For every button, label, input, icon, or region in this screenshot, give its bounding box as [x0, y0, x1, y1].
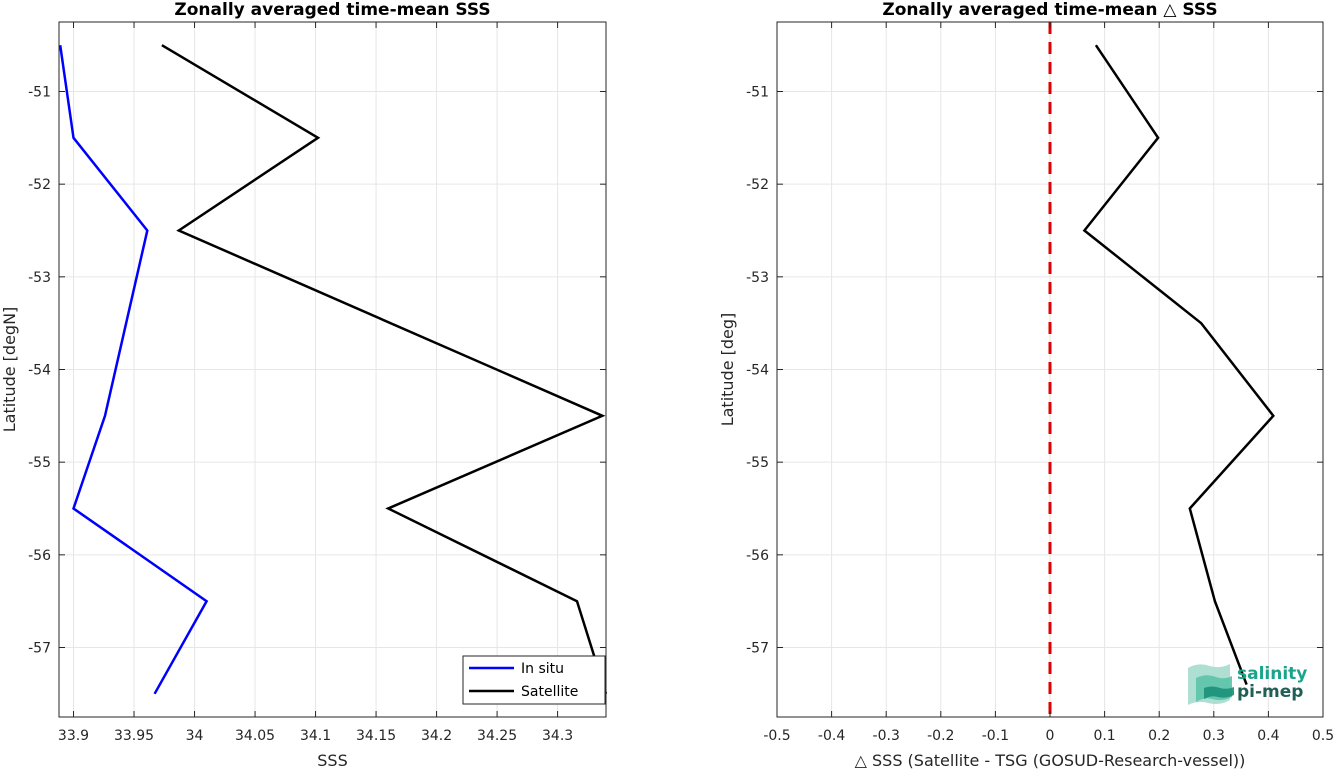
delta-sss-panel: -0.5 -0.4 -0.3 -0.2 -0.1 0 0.1 0.2 0.3 0.4 0.5 -51 -… [718, 0, 1334, 769]
delta-sss-y-axis-label: Latitude [deg] [718, 313, 737, 427]
sss-chart-title: Zonally averaged time-mean SSS [174, 0, 490, 20]
delta-sss-x-tick-label: 0 [1046, 728, 1055, 744]
sss-x-tick-label: 34 [186, 728, 204, 744]
delta-sss-x-tick-label: -0.1 [982, 728, 1009, 744]
legend-box [462, 655, 606, 705]
delta-sss-x-tick-label: 0.2 [1148, 728, 1170, 744]
delta-sss-y-tick-label: -54 [746, 363, 769, 379]
logo-wave-icon [1188, 664, 1234, 705]
logo-text-salinity: salinity [1237, 664, 1307, 684]
sss-y-tick-label: -56 [28, 548, 51, 564]
sss-legend: In situ Satellite [462, 655, 606, 705]
sss-y-tick-label: -51 [28, 85, 51, 101]
delta-sss-y-tick-label: -51 [746, 85, 769, 101]
sss-y-axis-label: Latitude [degN] [0, 307, 19, 433]
sss-x-tick-label: 34.15 [356, 728, 396, 744]
sss-x-tick-label: 33.9 [58, 728, 89, 744]
sss-ticks: 33.9 33.95 34 34.05 34.1 34.15 34.2 34.25 34.3 -5… [28, 22, 606, 744]
delta-sss-chart-title: Zonally averaged time-mean △ SSS [882, 0, 1217, 20]
delta-sss-y-tick-label: -55 [746, 455, 769, 471]
delta-sss-x-tick-label: -0.3 [873, 728, 900, 744]
sss-grid [59, 22, 606, 717]
delta-sss-y-tick-label: -52 [746, 177, 769, 193]
delta-sss-y-tick-label: -57 [746, 641, 769, 657]
delta-sss-x-tick-label: -0.5 [763, 728, 790, 744]
sss-y-tick-label: -53 [28, 270, 51, 286]
sss-series-group [58, 44, 608, 695]
sss-line-satellite [161, 44, 608, 695]
delta-sss-x-tick-label: 0.4 [1257, 728, 1279, 744]
delta-sss-x-tick-label: 0.5 [1312, 728, 1334, 744]
delta-sss-ticks: -0.5 -0.4 -0.3 -0.2 -0.1 0 0.1 0.2 0.3 0.4 0.5 -51 -… [746, 22, 1334, 744]
delta-sss-y-tick-label: -53 [746, 270, 769, 286]
delta-sss-x-tick-label: -0.2 [927, 728, 954, 744]
sss-y-tick-label: -52 [28, 177, 51, 193]
delta-sss-x-tick-label: -0.4 [818, 728, 845, 744]
sss-panel: 33.9 33.95 34 34.05 34.1 34.15 34.2 34.25 34.3 -5… [0, 0, 608, 769]
delta-sss-series-group [1082, 44, 1275, 686]
delta-sss-x-tick-label: 0.3 [1203, 728, 1225, 744]
sss-x-tick-label: 34.25 [477, 728, 517, 744]
salinity-pi-mep-logo: salinity pi-mep [1188, 664, 1307, 705]
legend-label-satellite: Satellite [521, 684, 578, 700]
sss-x-tick-label: 34.05 [235, 728, 275, 744]
delta-sss-x-tick-label: 0.1 [1093, 728, 1115, 744]
sss-y-tick-label: -54 [28, 363, 51, 379]
legend-label-in-situ: In situ [521, 661, 564, 677]
sss-x-tick-label: 34.2 [421, 728, 452, 744]
sss-x-axis-label: SSS [317, 751, 347, 769]
sss-x-tick-label: 34.1 [300, 728, 331, 744]
logo-text-pi-mep: pi-mep [1237, 682, 1303, 702]
sss-line-in-situ [58, 45, 209, 695]
delta-sss-y-tick-label: -56 [746, 548, 769, 564]
delta-sss-line-series-0 [1082, 44, 1275, 686]
sss-y-tick-label: -57 [28, 641, 51, 657]
sss-y-tick-label: -55 [28, 455, 51, 471]
delta-sss-x-axis-label: △ SSS (Satellite - TSG (GOSUD-Research-v… [855, 751, 1246, 769]
sss-x-tick-label: 33.95 [114, 728, 154, 744]
sss-x-tick-label: 34.3 [542, 728, 573, 744]
